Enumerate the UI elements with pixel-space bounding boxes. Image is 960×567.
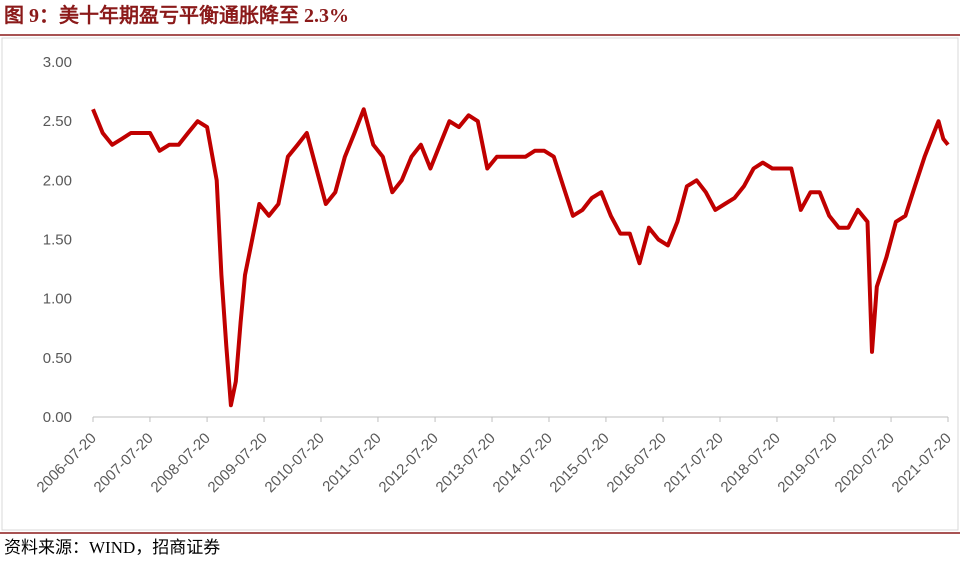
x-tick-label: 2010-07-20 — [262, 430, 328, 496]
x-tick-label: 2016-07-20 — [604, 430, 670, 496]
x-tick-label: 2012-07-20 — [376, 430, 442, 496]
y-tick-label: 1.50 — [43, 232, 72, 249]
y-tick-label: 3.00 — [43, 54, 72, 71]
x-tick-label: 2008-07-20 — [148, 430, 214, 496]
y-tick-label: 2.50 — [43, 113, 72, 130]
x-tick-label: 2019-07-20 — [774, 430, 840, 496]
x-tick-label: 2017-07-20 — [661, 430, 727, 496]
plot-frame — [1, 37, 959, 531]
x-tick-label: 2020-07-20 — [832, 430, 898, 496]
x-tick-label: 2018-07-20 — [718, 430, 784, 496]
x-tick-label: 2007-07-20 — [91, 430, 157, 496]
x-tick-label: 2013-07-20 — [433, 430, 499, 496]
x-tick-label: 2006-07-20 — [34, 430, 100, 496]
x-tick-label: 2015-07-20 — [546, 430, 612, 496]
x-tick-label: 2009-07-20 — [205, 430, 271, 496]
source: 资料来源：WIND，招商证券 — [4, 538, 220, 557]
data-line — [91, 107, 950, 408]
y-tick-label: 0.00 — [43, 409, 72, 426]
x-tick-label: 2011-07-20 — [319, 430, 384, 495]
y-tick-label: 2.00 — [43, 172, 72, 189]
y-tick-label: 1.00 — [43, 291, 72, 308]
x-tick-label: 2021-07-20 — [889, 430, 955, 496]
x-tick-label: 2014-07-20 — [490, 430, 556, 496]
chart-title: 图 9：美十年期盈亏平衡通胀降至 2.3% — [4, 3, 349, 27]
y-tick-label: 0.50 — [43, 350, 72, 367]
